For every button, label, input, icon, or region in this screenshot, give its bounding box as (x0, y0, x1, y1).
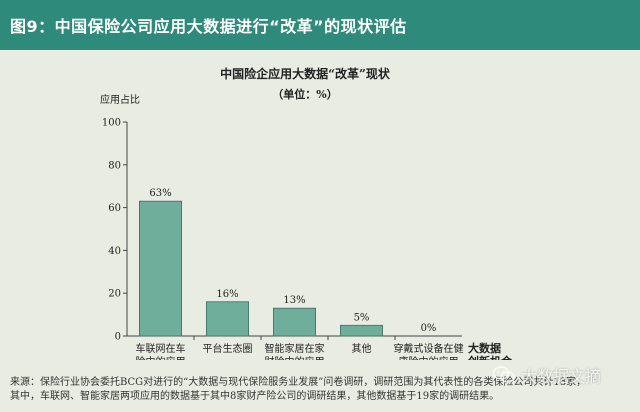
source-line-2: 其中，车联网、智能家居两项应用的数据基于其中8家财产险公司的调研结果，其他数据基… (10, 391, 500, 402)
y-tick-label: 80 (108, 160, 121, 171)
y-tick-label: 40 (108, 246, 121, 257)
watermark-text: 大数据文摘 (521, 367, 602, 386)
y-axis-label: 应用占比 (100, 93, 140, 106)
y-tick-label: 20 (108, 289, 121, 300)
bar (339, 324, 384, 337)
bar-value-label: 63% (149, 188, 171, 199)
bar (205, 301, 250, 337)
bar-value-label: 13% (283, 295, 305, 306)
x-tick-label: 穿戴式设备在健 (394, 342, 464, 355)
y-tick-label: 0 (115, 332, 121, 343)
x-tick-label: 其他 (352, 342, 372, 355)
y-tick-label: 100 (102, 118, 121, 129)
x-tick-label: 平台生态圈 (203, 342, 253, 355)
source-line-1: 来源：保险行业协会委托BCG对进行的“大数据与现代保险服务业发展”问卷调研，调研… (10, 377, 587, 388)
bar-chart: 中国险企应用大数据“改革”现状 （单位：%） 应用占比 0 20 40 60 80 100 63%… (100, 66, 513, 360)
bar-value-label: 0% (421, 323, 437, 334)
chart-subtitle: （单位：%） (272, 87, 337, 101)
x-tick-label: 康险中的应用 (399, 355, 459, 360)
bar-value-label: 5% (354, 312, 370, 323)
bar (272, 307, 317, 337)
chart-title: 中国险企应用大数据“改革”现状 (220, 66, 391, 81)
wechat-icon (493, 366, 515, 383)
source-note: 来源：保险行业协会委托BCG对进行的“大数据与现代保险服务业发展”问卷调研，调研… (10, 376, 634, 404)
y-tick-label: 60 (108, 203, 121, 214)
bar-value-label: 16% (216, 289, 238, 300)
x-axis-label: 大数据 (468, 341, 501, 355)
bar (138, 200, 183, 337)
figure-title: 图9：中国保险公司应用大数据进行“改革”的现状评估 (10, 17, 407, 36)
watermark: 大数据文摘 (493, 361, 633, 389)
figure-header: 图9：中国保险公司应用大数据进行“改革”的现状评估 (0, 0, 640, 50)
x-tick-label: 车联网在车 (136, 342, 186, 355)
x-axis-label: 创新机会 (467, 354, 513, 360)
x-tick-label: 险中的应用 (136, 355, 186, 360)
x-tick-label: 财险中的应用 (265, 355, 325, 360)
x-tick-label: 智能家居在家 (265, 342, 325, 355)
